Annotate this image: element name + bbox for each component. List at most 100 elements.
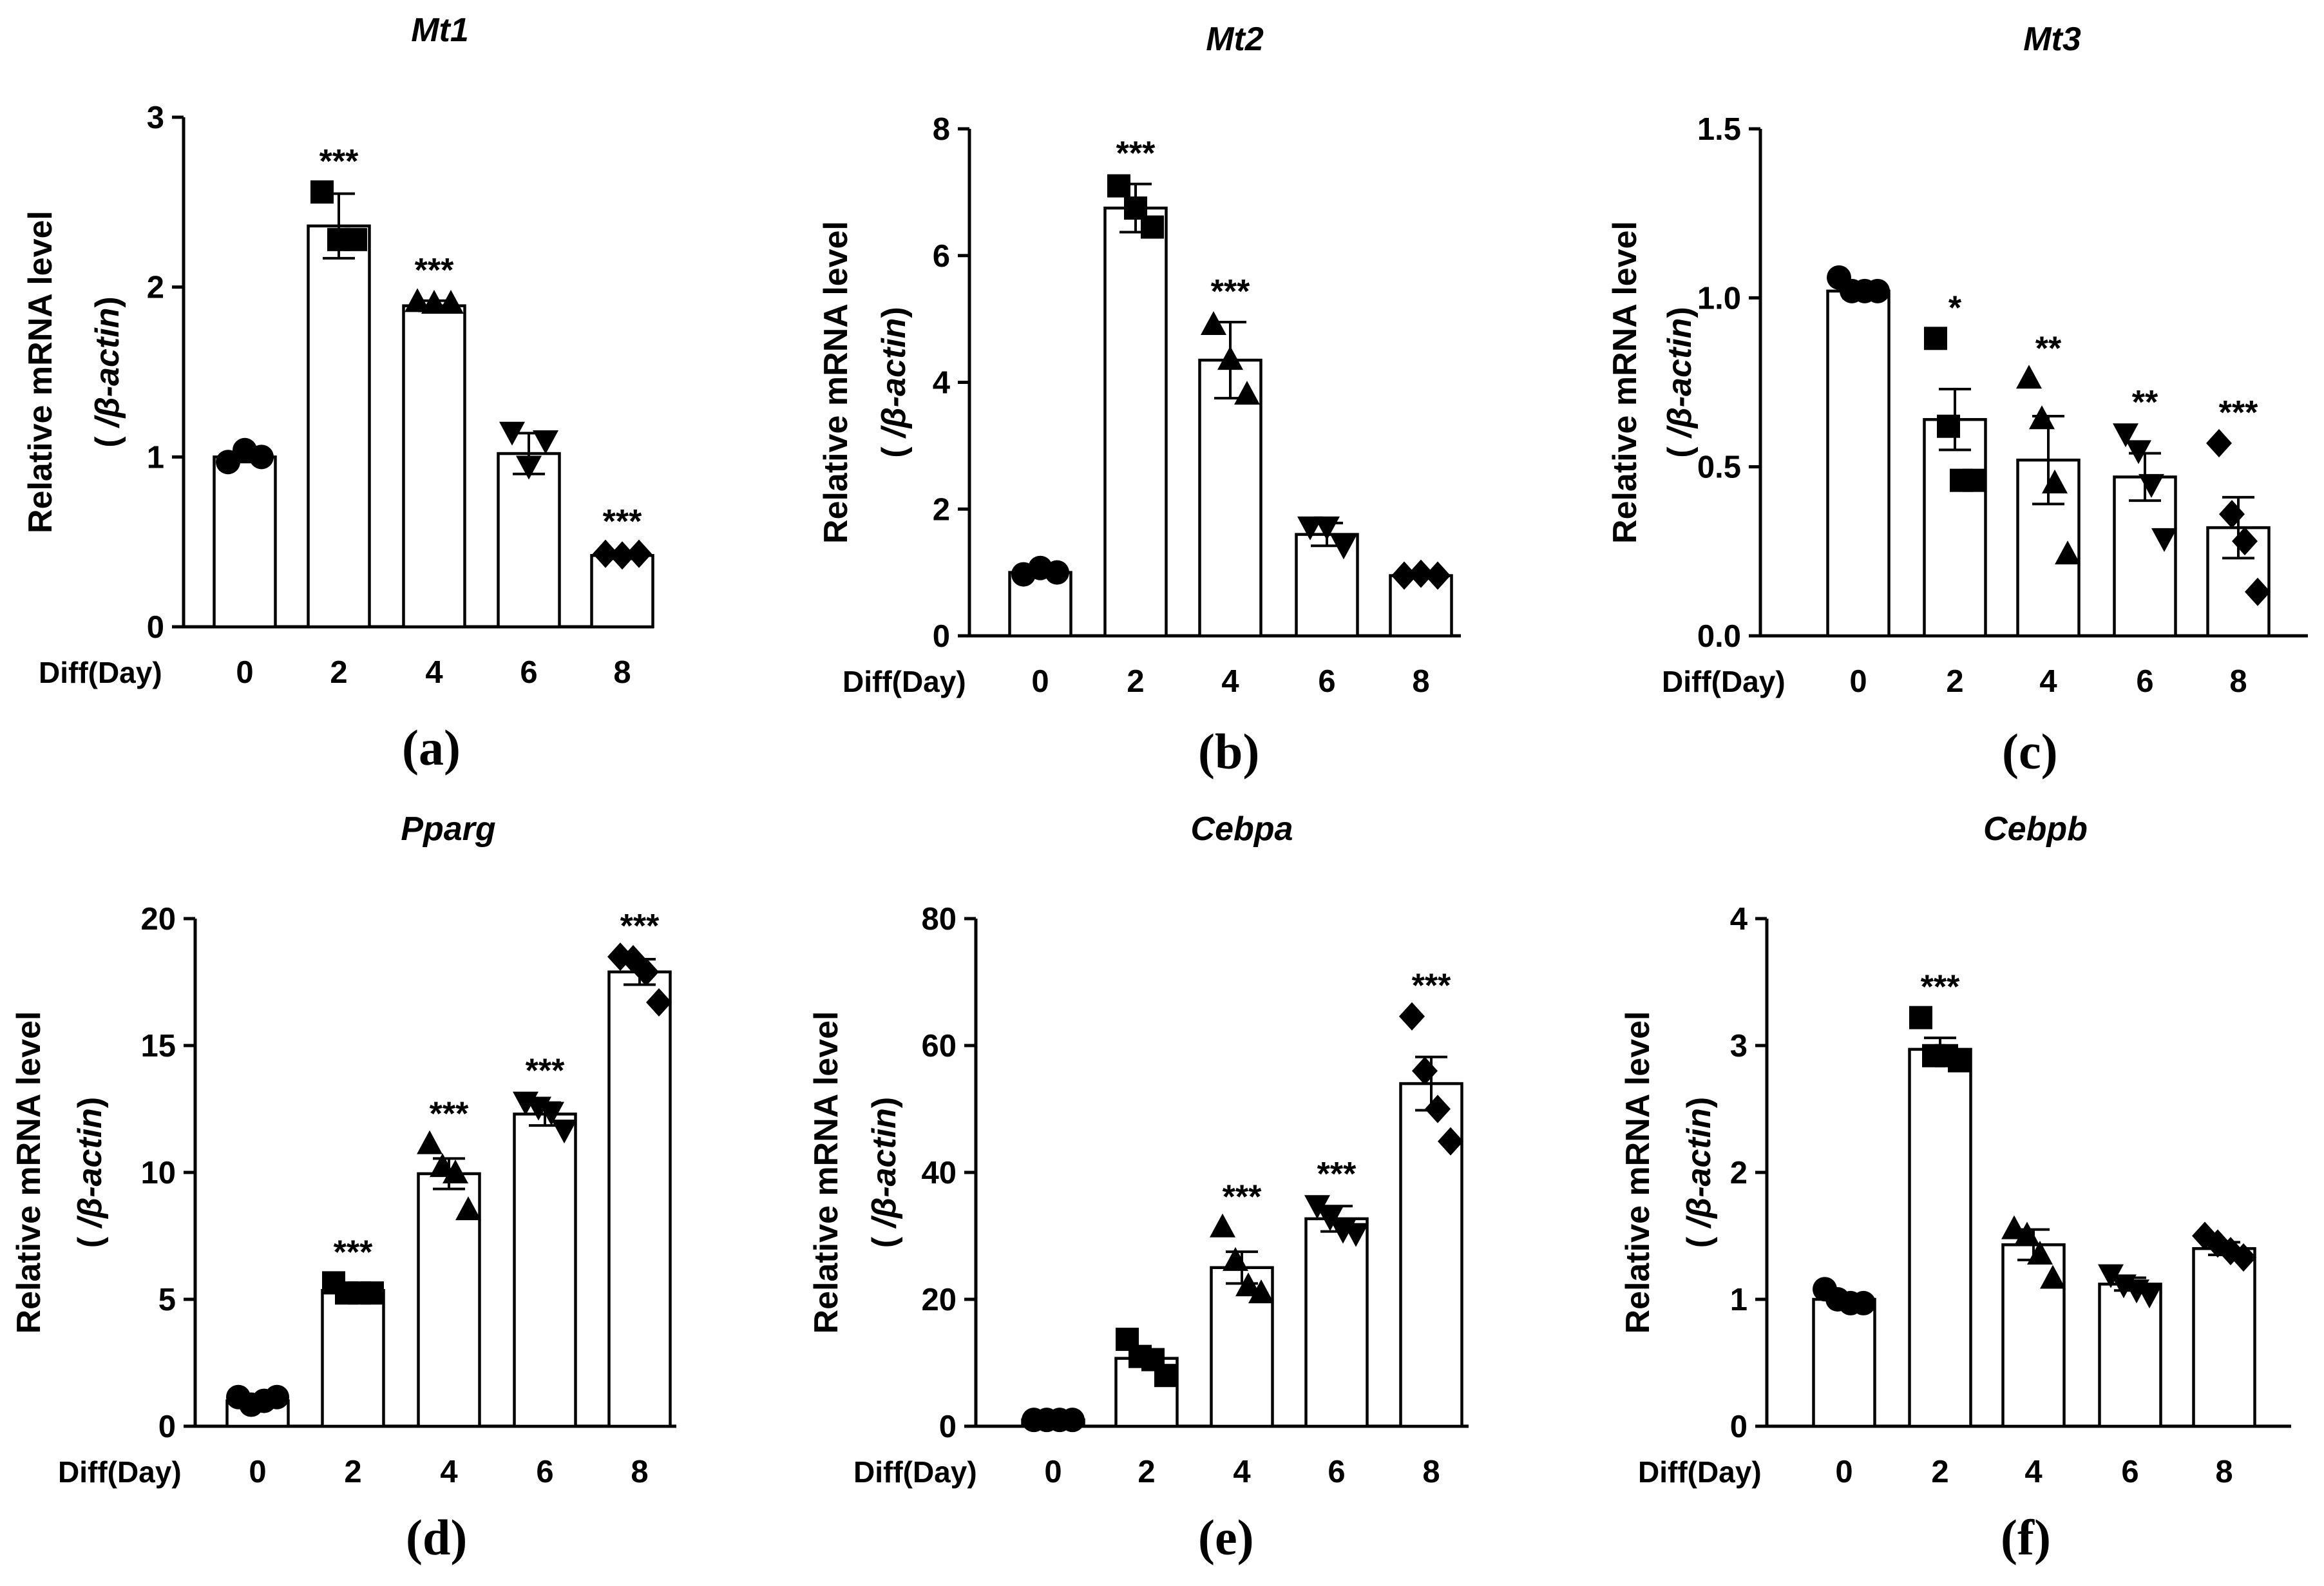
y-axis-label-unit: ( /β-actin) bbox=[1681, 1097, 1718, 1248]
bar bbox=[2098, 1283, 2162, 1428]
y-tick-label: 0 bbox=[1730, 1409, 1748, 1444]
data-point bbox=[2137, 1285, 2162, 1309]
data-point bbox=[626, 539, 652, 568]
x-axis-label: Diff(Day) bbox=[1662, 665, 1786, 698]
y-axis-label: Relative mRNA level bbox=[1619, 1011, 1657, 1334]
data-point bbox=[1234, 381, 1260, 405]
y-tick-label: 2 bbox=[933, 492, 950, 527]
x-tick-label: 8 bbox=[631, 1455, 648, 1489]
y-tick-label: 3 bbox=[147, 100, 164, 135]
data-point bbox=[551, 1120, 577, 1144]
y-tick-label: 3 bbox=[1730, 1029, 1748, 1064]
y-tick-label: 0 bbox=[147, 610, 164, 645]
data-point bbox=[438, 290, 464, 314]
data-point bbox=[2027, 1241, 2053, 1265]
significance-label: *** bbox=[1412, 968, 1451, 1005]
y-tick-label: 20 bbox=[140, 902, 176, 937]
significance-label: *** bbox=[1116, 135, 1156, 173]
significance-label: *** bbox=[526, 1053, 565, 1090]
x-tick-label: 2 bbox=[1127, 664, 1144, 699]
bar bbox=[321, 1288, 385, 1428]
data-point bbox=[1297, 516, 1323, 540]
data-point bbox=[1425, 1094, 1451, 1123]
data-point bbox=[2016, 365, 2042, 389]
data-point bbox=[1438, 1127, 1463, 1156]
data-point bbox=[1060, 1408, 1085, 1433]
x-tick-label: 4 bbox=[425, 655, 443, 690]
x-tick-label: 2 bbox=[1931, 1455, 1948, 1489]
significance-label: *** bbox=[319, 143, 359, 180]
y-tick-label: 1 bbox=[147, 440, 164, 475]
significance-label: *** bbox=[1223, 1179, 1262, 1216]
significance-label: *** bbox=[603, 503, 642, 540]
bar bbox=[1923, 417, 1987, 638]
data-point bbox=[310, 180, 334, 204]
y-axis-label: Relative mRNA level bbox=[10, 1011, 48, 1334]
chart-title: Pparg bbox=[401, 810, 495, 848]
y-tick-label: 60 bbox=[921, 1029, 957, 1064]
y-axis-label-unit: ( /β-actin) bbox=[875, 307, 913, 458]
data-point bbox=[430, 1153, 455, 1178]
y-tick-label: 1 bbox=[1730, 1283, 1748, 1317]
significance-label: *** bbox=[2219, 394, 2258, 432]
x-tick-label: 6 bbox=[2136, 664, 2153, 699]
data-point bbox=[1343, 1223, 1369, 1247]
bar bbox=[307, 224, 371, 629]
x-tick-label: 6 bbox=[536, 1455, 553, 1489]
bar bbox=[1812, 1297, 1876, 1428]
data-point bbox=[2113, 423, 2138, 448]
data-point bbox=[405, 288, 430, 312]
y-tick-label: 0 bbox=[933, 619, 950, 654]
significance-label: ** bbox=[2035, 330, 2062, 367]
x-tick-label: 6 bbox=[2121, 1455, 2138, 1489]
data-point bbox=[2055, 540, 2081, 565]
x-axis-label: Diff(Day) bbox=[853, 1455, 977, 1489]
data-point bbox=[1408, 559, 1434, 588]
data-point bbox=[455, 1196, 481, 1221]
data-point bbox=[2232, 527, 2258, 556]
data-point bbox=[516, 455, 542, 480]
x-tick-label: 2 bbox=[1138, 1455, 1155, 1489]
data-point bbox=[2042, 469, 2068, 493]
x-tick-label: 8 bbox=[1412, 664, 1429, 699]
data-point bbox=[1909, 1006, 1932, 1029]
x-tick-label: 0 bbox=[236, 655, 253, 690]
panel-letter: (f) bbox=[2001, 1509, 2051, 1565]
y-tick-label: 1.0 bbox=[1697, 281, 1741, 316]
x-tick-label: 4 bbox=[440, 1455, 457, 1489]
data-point bbox=[421, 290, 447, 314]
chart-title: Cebpa bbox=[1191, 810, 1293, 848]
y-axis-label: Relative mRNA level bbox=[808, 1011, 845, 1334]
significance-label: *** bbox=[334, 1234, 373, 1271]
y-tick-label: 40 bbox=[921, 1156, 957, 1190]
data-point bbox=[2014, 1221, 2040, 1246]
bar bbox=[1295, 533, 1359, 638]
y-axis-label: Relative mRNA level bbox=[1606, 221, 1644, 544]
y-tick-label: 2 bbox=[147, 271, 164, 305]
x-tick-label: 6 bbox=[520, 655, 537, 690]
y-tick-label: 0 bbox=[158, 1409, 176, 1444]
y-tick-label: 4 bbox=[933, 366, 950, 401]
significance-label: *** bbox=[620, 908, 660, 945]
data-point bbox=[417, 1130, 443, 1154]
y-tick-label: 0.0 bbox=[1697, 619, 1741, 654]
y-axis-label-unit: ( /β-actin) bbox=[1661, 307, 1699, 458]
significance-label: *** bbox=[415, 252, 454, 289]
x-tick-label: 2 bbox=[1946, 664, 1963, 699]
y-axis-label: Relative mRNA level bbox=[817, 221, 855, 544]
x-tick-label: 4 bbox=[2039, 664, 2057, 699]
x-tick-label: 6 bbox=[1328, 1455, 1345, 1489]
x-tick-label: 8 bbox=[613, 655, 631, 690]
data-point bbox=[361, 1281, 384, 1305]
data-point bbox=[646, 988, 672, 1017]
data-point bbox=[1331, 535, 1357, 560]
data-point bbox=[249, 444, 274, 470]
data-point bbox=[1314, 516, 1340, 540]
y-tick-label: 15 bbox=[140, 1029, 176, 1064]
data-point bbox=[1201, 311, 1226, 335]
y-tick-label: 20 bbox=[921, 1283, 957, 1317]
y-tick-label: 5 bbox=[158, 1283, 176, 1317]
data-point bbox=[2219, 500, 2245, 529]
